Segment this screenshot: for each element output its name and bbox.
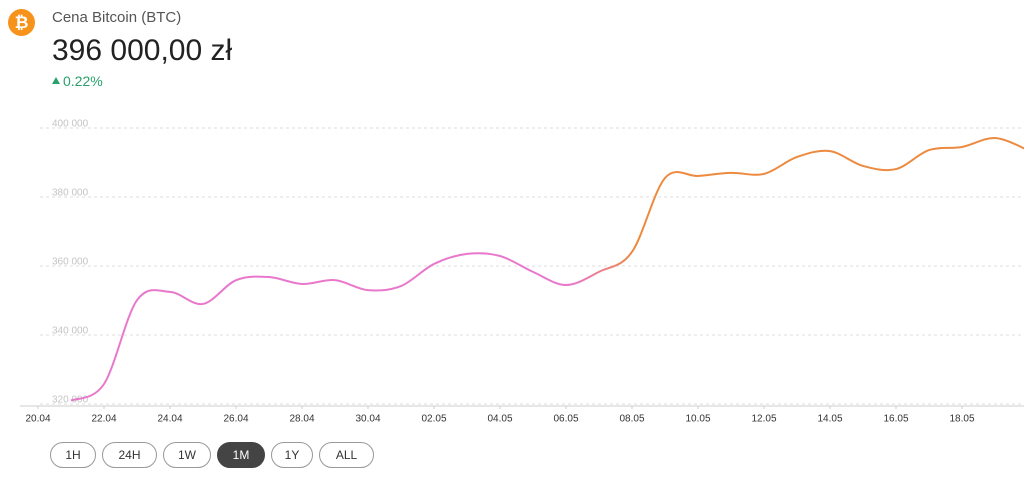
x-tick-label: 06.05 [553, 414, 578, 425]
x-tick-label: 20.04 [25, 414, 50, 425]
y-tick-label: 380 000 [52, 188, 89, 199]
x-tick-label: 16.05 [883, 414, 908, 425]
bitcoin-icon: ₿ [8, 9, 35, 36]
x-tick-label: 26.04 [223, 414, 248, 425]
x-tick-label: 30.04 [355, 414, 380, 425]
price: 396 000,00 zł [52, 34, 233, 67]
x-tick-label: 22.04 [91, 414, 116, 425]
x-tick-label: 08.05 [619, 414, 644, 425]
change: 0.22% [63, 73, 103, 89]
range-buttons: 1H 24H 1W 1M 1Y ALL [50, 442, 374, 468]
range-button[interactable]: 1Y [271, 442, 313, 468]
x-tick-label: 10.05 [685, 414, 710, 425]
y-tick-label: 340 000 [52, 326, 89, 337]
up-arrow [52, 77, 60, 84]
x-tick-label: 04.05 [487, 414, 512, 425]
title: Cena Bitcoin (BTC) [52, 9, 182, 26]
x-tick-label: 12.05 [751, 414, 776, 425]
x-tick-label: 18.05 [949, 414, 974, 425]
x-tick-label: 14.05 [817, 414, 842, 425]
range-button[interactable]: 24H [102, 442, 157, 468]
range-button[interactable]: 1M [217, 442, 265, 468]
price-line [70, 137, 1024, 402]
range-button[interactable]: 1W [163, 442, 211, 468]
y-tick-label: 400 000 [52, 119, 89, 130]
range-button[interactable]: ALL [319, 442, 374, 468]
y-tick-label: 360 000 [52, 257, 89, 268]
y-tick-label: 320 000 [52, 395, 89, 406]
x-tick-label: 02.05 [421, 414, 446, 425]
x-tick-label: 24.04 [157, 414, 182, 425]
x-tick-label: 28.04 [289, 414, 314, 425]
range-button[interactable]: 1H [50, 442, 96, 468]
